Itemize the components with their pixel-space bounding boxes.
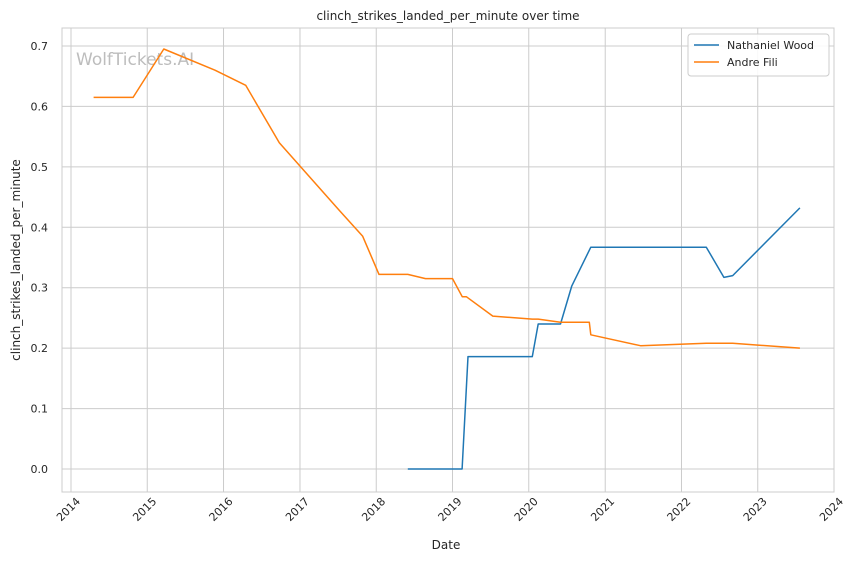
legend: Nathaniel Wood Andre Fili (687, 33, 830, 77)
y-tick-label: 0.6 (31, 100, 49, 113)
y-tick-label: 0.5 (31, 161, 49, 174)
y-axis-title: clinch_strikes_landed_per_minute (9, 159, 23, 361)
y-tick-label: 0.1 (31, 403, 49, 416)
y-tick-label: 0.2 (31, 342, 49, 355)
y-tick-label: 0.0 (31, 463, 49, 476)
plot-area (61, 27, 835, 493)
y-tick-label: 0.7 (31, 40, 49, 53)
series-line-1 (93, 48, 800, 349)
y-tick-label: 0.3 (31, 282, 49, 295)
series-line-0 (407, 207, 801, 470)
chart-title: clinch_strikes_landed_per_minute over ti… (316, 9, 579, 23)
watermark: WolfTickets.AI (76, 50, 194, 70)
legend-label: Andre Fili (727, 56, 778, 69)
legend-label: Nathaniel Wood (727, 39, 814, 52)
series-lines (93, 48, 801, 470)
y-tick-label: 0.4 (31, 221, 49, 234)
legend-box (687, 33, 830, 77)
y-axis-ticks: 0.0 0.1 0.2 0.3 0.4 0.5 0.6 0.7 (31, 40, 49, 476)
x-axis-title: Date (432, 538, 461, 552)
